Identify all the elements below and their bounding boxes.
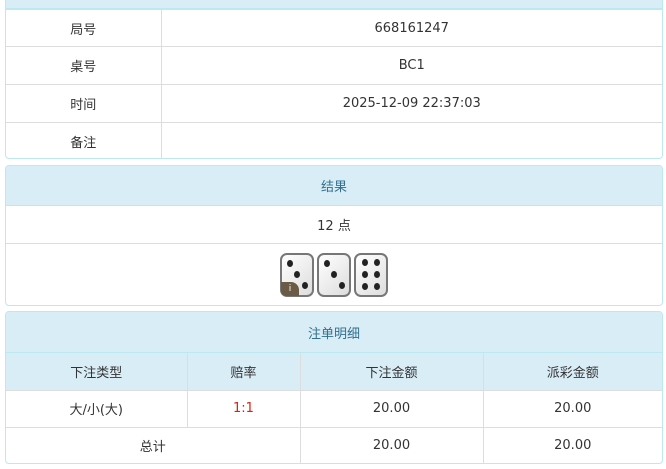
info-icon[interactable]: i xyxy=(281,281,299,296)
die-pip xyxy=(362,259,368,266)
col-odds: 赔率 xyxy=(186,353,300,390)
total-payout: 20.00 xyxy=(482,426,662,463)
label: 备注 xyxy=(6,122,161,158)
label: 局号 xyxy=(6,9,161,47)
die-3: i xyxy=(280,252,314,297)
label: 桌号 xyxy=(6,46,161,85)
result-title: 结果 xyxy=(6,166,662,206)
die-pip xyxy=(362,271,368,278)
total-row: 总计 20.00 20.00 xyxy=(6,426,662,463)
label: 时间 xyxy=(6,84,161,123)
panel-header xyxy=(6,0,662,9)
table-header: 下注类型 赔率 下注金额 派彩金额 xyxy=(6,353,662,390)
bet-details-panel: 注单明细 下注类型 赔率 下注金额 派彩金额 大/小(大) 1:1 20.00 … xyxy=(5,311,663,464)
die-pip xyxy=(323,259,330,267)
odds: 1:1 xyxy=(186,389,300,427)
bet-amount: 20.00 xyxy=(299,389,483,427)
payout: 20.00 xyxy=(482,389,662,427)
value: BC1 xyxy=(160,46,662,85)
col-bet-type: 下注类型 xyxy=(6,353,187,390)
info-row-remark: 备注 xyxy=(6,122,662,158)
die-pip xyxy=(286,259,293,267)
col-bet-amount: 下注金额 xyxy=(299,353,483,390)
die-pip xyxy=(374,259,380,266)
col-payout: 派彩金额 xyxy=(482,353,662,390)
info-row-table: 桌号 BC1 xyxy=(6,46,662,85)
total-amount: 20.00 xyxy=(299,426,483,463)
bet-details-title: 注单明细 xyxy=(6,312,662,353)
info-row-time: 时间 2025-12-09 22:37:03 xyxy=(6,84,662,123)
die-pip xyxy=(374,271,380,278)
total-label: 总计 xyxy=(6,426,300,463)
result-panel: 结果 12 点 i xyxy=(5,165,663,306)
bet-type: 大/小(大) xyxy=(6,389,187,427)
value: 668161247 xyxy=(160,9,662,47)
info-row-round: 局号 668161247 xyxy=(6,9,662,47)
die-pip xyxy=(331,271,337,278)
dice-row: i xyxy=(6,243,662,305)
value xyxy=(160,122,662,158)
value: 2025-12-09 22:37:03 xyxy=(160,84,662,123)
die-3 xyxy=(317,252,351,297)
die-pip xyxy=(338,282,345,290)
die-pip xyxy=(374,283,380,290)
table-row: 大/小(大) 1:1 20.00 20.00 xyxy=(6,389,662,427)
die-pip xyxy=(362,283,368,290)
die-pip xyxy=(294,271,300,278)
die-pip xyxy=(301,282,308,290)
die-6 xyxy=(354,252,388,297)
round-info-panel: 局号 668161247 桌号 BC1 时间 2025-12-09 22:37:03 … xyxy=(5,0,663,159)
result-points: 12 点 xyxy=(317,219,351,234)
